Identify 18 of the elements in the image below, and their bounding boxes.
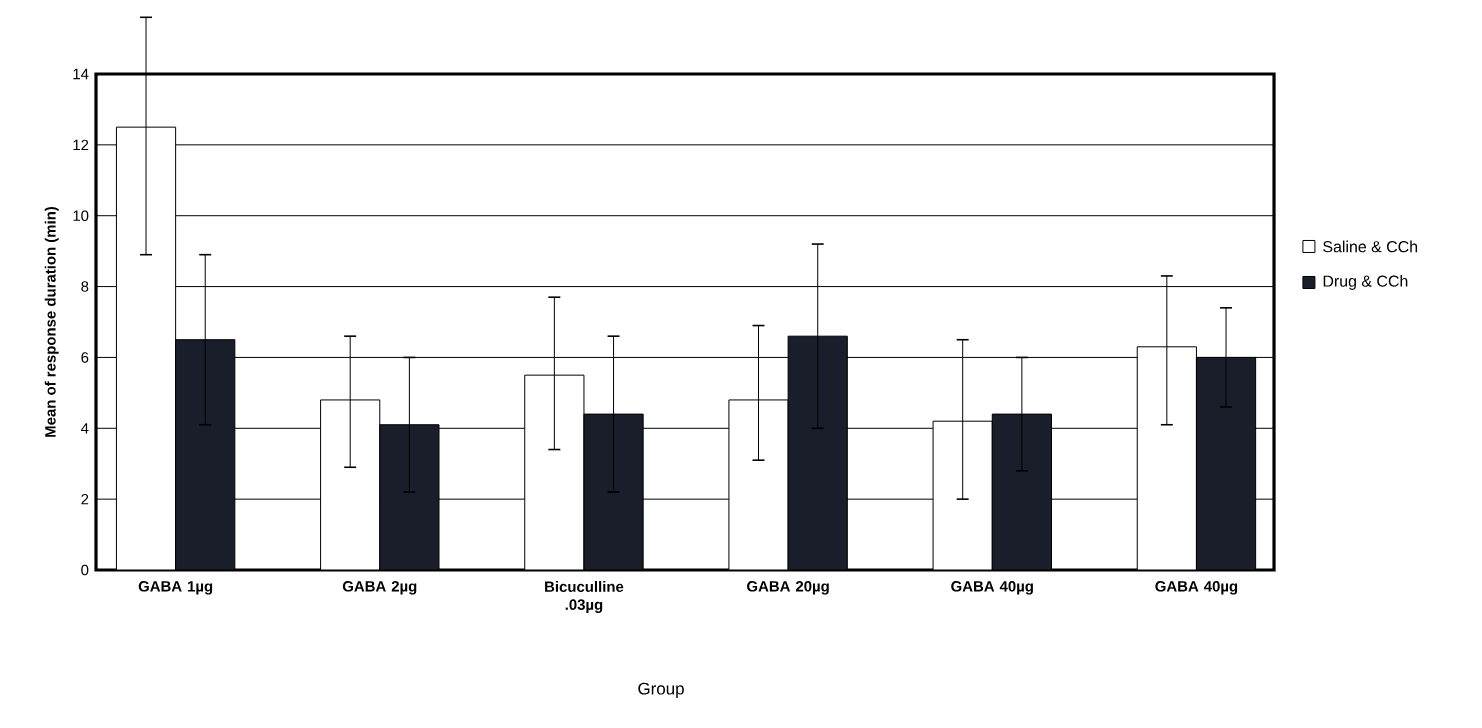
x-tick-label: GABA 1µg <box>138 581 213 595</box>
x-tick-label: GABA 2µg <box>342 581 417 595</box>
y-tick-label: 14 <box>73 68 89 80</box>
x-tick-label: GABA 40µg <box>1155 581 1238 595</box>
x-tick-label: GABA 20µg <box>747 581 829 595</box>
legend-label: Drug & CCh <box>1323 275 1408 290</box>
y-tick-label: 2 <box>81 493 89 505</box>
legend-label: Saline & CCh <box>1323 240 1418 253</box>
x-tick-label: GABA 40µg <box>951 581 1033 595</box>
y-tick-label: 10 <box>73 210 89 222</box>
y-tick-label: 6 <box>81 352 89 363</box>
y-axis-title: Mean of response duration (min) <box>44 206 59 437</box>
y-tick-label: 4 <box>81 423 89 434</box>
y-tick-label: 12 <box>73 139 89 151</box>
x-axis-title: Group <box>638 682 684 698</box>
x-tick-label: Bicuculline .03µg <box>545 581 624 613</box>
y-tick-label: 0 <box>81 564 89 576</box>
y-tick-label: 8 <box>81 281 89 292</box>
